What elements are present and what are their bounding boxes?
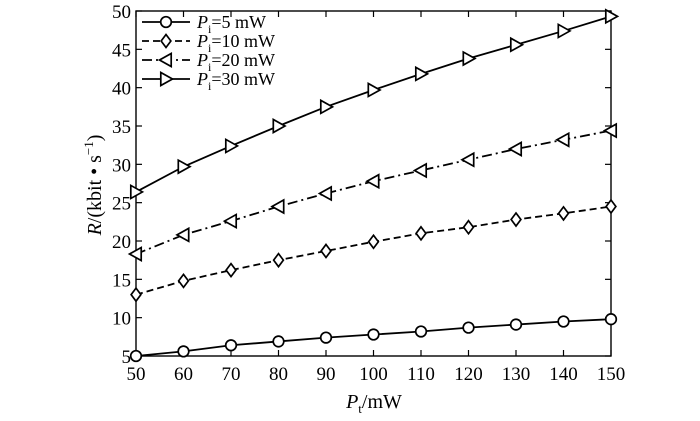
data-point [224,137,240,154]
legend-label: Pi=5 mW [196,12,266,36]
data-point [602,122,618,139]
x-tick-label: 100 [359,364,388,385]
data-point [222,213,238,230]
data-point [414,65,430,82]
legend-entry-3: Pi=20 mW [142,50,275,74]
data-point [319,98,335,115]
data-point [272,118,287,134]
legend-marker [160,33,172,49]
data-point [177,345,190,358]
data-point [367,233,380,250]
data-point [130,286,142,303]
x-tick-label: 70 [222,364,241,385]
x-tick-label: 60 [174,364,193,385]
data-point [272,252,285,269]
y-tick-label: 45 [112,40,131,61]
data-point [319,331,333,344]
x-tick-label: 80 [269,364,288,385]
data-point [460,151,475,168]
data-point [175,226,190,243]
y-tick-label: 20 [112,232,131,253]
series-1 [129,313,618,363]
data-point [224,339,238,352]
series-line [135,205,612,296]
legend-marker [157,52,173,68]
legend-marker [159,15,173,29]
legend-entry-4: Pi=30 mW [142,69,275,93]
legend-label: Pi=20 mW [196,50,275,74]
y-tick-label: 25 [112,194,131,215]
data-point [367,82,382,98]
data-point [509,318,523,331]
legend-entry-1: Pi=5 mW [142,12,266,36]
data-point [557,205,570,222]
data-point [510,211,522,228]
data-point [462,321,475,334]
data-point [462,50,477,67]
legend-entry-2: Pi=10 mW [142,31,275,55]
data-point [317,185,333,202]
data-point [415,225,427,242]
y-tick-label: 10 [112,309,131,330]
data-point [320,243,332,259]
data-point [365,173,380,190]
legend-marker [159,71,175,87]
data-point [272,335,285,348]
data-point [177,272,190,289]
data-point [507,141,523,157]
data-point [412,162,428,179]
data-point [270,198,285,215]
data-point [604,313,618,326]
y-tick-label: 40 [112,79,131,100]
y-axis-label: R/(kbit • s−1) [81,135,106,237]
x-axis-label: Pt/mW [345,391,402,416]
x-tick-label: 50 [127,364,146,385]
x-tick-label: 90 [317,364,336,385]
y-tick-label: 15 [112,270,131,291]
data-point [604,8,620,25]
tick-labels: 50 60 70 80 90 100 110 120 130 140 150 5 10 15 20 25 30 3… [112,2,625,385]
data-point [414,325,428,338]
y-tick-label: 35 [112,117,131,138]
series-group [127,8,620,363]
data-point [367,328,380,341]
series-2 [130,198,617,303]
x-tick-label: 140 [549,364,578,385]
y-tick-label: 50 [112,2,131,23]
data-point [225,262,237,279]
data-point [177,158,192,175]
x-tick-label: 150 [597,364,626,385]
data-point [127,246,143,262]
data-point [555,131,570,148]
legend-label: Pi=30 mW [196,69,275,93]
data-point [129,349,143,363]
data-point [129,183,145,200]
data-point [557,315,570,328]
series-4 [129,8,620,200]
y-tick-label: 5 [122,347,132,368]
y-tick-label: 30 [112,155,131,176]
data-point [557,22,572,39]
legend-label: Pi=10 mW [196,31,275,55]
data-point [605,198,617,215]
data-point [462,219,475,236]
data-point [509,36,525,53]
series-3 [127,122,618,262]
x-tick-label: 130 [502,364,531,385]
x-tick-label: 120 [454,364,483,385]
x-tick-label: 110 [407,364,435,385]
